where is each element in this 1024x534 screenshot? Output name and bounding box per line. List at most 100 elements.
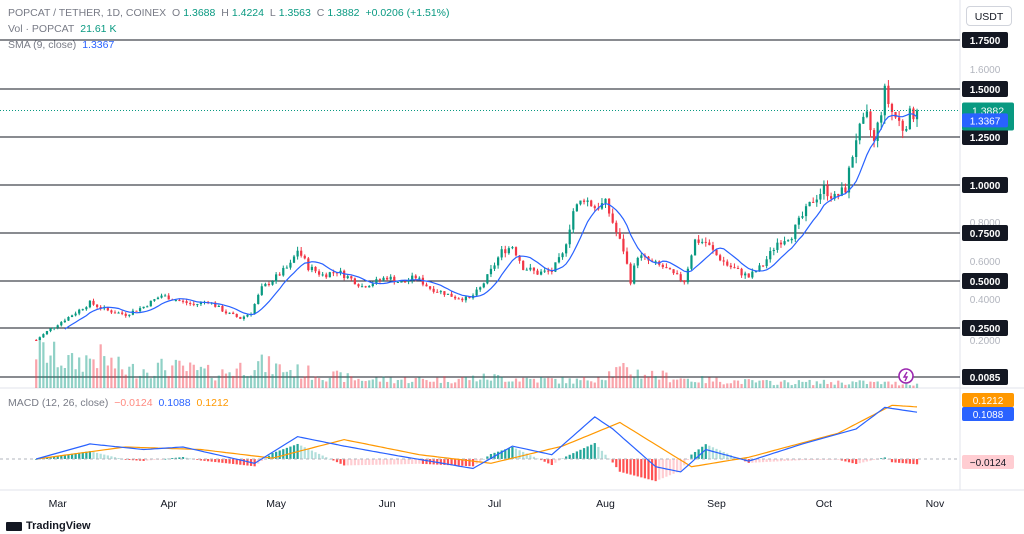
macd-legend[interactable]: MACD (12, 26, close) −0.0124 0.1088 0.12…: [8, 397, 232, 409]
volume-bar: [414, 377, 417, 388]
macd-histogram-bar: [178, 457, 181, 459]
candle-body: [214, 302, 217, 307]
candle-body: [779, 242, 783, 245]
volume-bar: [421, 378, 425, 388]
price-axis-label: 1.6000: [970, 65, 1001, 76]
candle-body: [350, 276, 353, 279]
candle-body: [53, 327, 56, 329]
macd-histogram-bar: [715, 448, 718, 459]
volume-bar: [876, 381, 879, 388]
volume-bar: [819, 383, 822, 388]
macd-histogram-bar: [386, 459, 389, 465]
macd-histogram-bar: [199, 459, 203, 461]
volume-bar: [38, 336, 41, 388]
currency-button[interactable]: USDT: [966, 6, 1012, 26]
macd-histogram-bar: [210, 459, 213, 462]
macd-histogram-bar: [343, 459, 346, 466]
candle-body: [887, 85, 890, 105]
volume-bar: [475, 381, 478, 388]
macd-histogram-bar: [812, 459, 815, 460]
volume-bar: [668, 382, 672, 388]
volume-bar: [192, 364, 195, 388]
volume-bar: [110, 357, 113, 388]
candle-body: [121, 312, 124, 314]
macd-histogram-bar: [862, 459, 865, 463]
macd-histogram-bar: [693, 451, 697, 459]
macd-histogram-bar: [70, 453, 74, 459]
volume-bar: [500, 376, 503, 388]
volume-bar: [260, 354, 263, 388]
volume-bar: [815, 381, 818, 388]
volume-bar: [249, 375, 253, 388]
macd-histogram-bar: [532, 456, 536, 459]
symbol-title[interactable]: POPCAT / TETHER, 1D, COINEX: [8, 7, 167, 19]
macd-histogram-bar: [378, 459, 382, 465]
macd-histogram-bar: [300, 445, 303, 459]
macd-histogram-bar: [819, 459, 822, 460]
macd-histogram-bar: [106, 455, 109, 459]
sma-value: 1.3367: [82, 39, 115, 51]
volume-bar: [622, 362, 625, 388]
macd-histogram-bar: [880, 458, 883, 460]
volume-bar: [174, 359, 177, 388]
macd-histogram-bar: [797, 459, 800, 461]
level-price-tag: [962, 320, 1008, 336]
sma-legend[interactable]: SMA (9, close) 1.3367: [8, 39, 117, 51]
macd-histogram-bar: [146, 459, 149, 461]
macd-histogram-bar: [224, 459, 228, 464]
macd-histogram-bar: [171, 458, 174, 459]
candle-body: [844, 187, 847, 193]
volume-bar: [489, 380, 493, 388]
volume-legend[interactable]: Vol · POPCAT 21.61 K: [8, 23, 119, 35]
macd-histogram-bar: [554, 459, 557, 463]
volume-bar: [99, 344, 102, 388]
replay-icon[interactable]: [898, 368, 914, 384]
volume-bar: [296, 364, 299, 388]
candle-body: [794, 224, 797, 239]
volume-bar: [70, 353, 74, 388]
candle-body: [586, 200, 589, 202]
macd-histogram-bar: [754, 459, 758, 463]
volume-bar: [232, 375, 235, 388]
candle-body: [275, 274, 278, 282]
candle-body: [246, 314, 249, 317]
tradingview-logo[interactable]: TradingView: [6, 520, 91, 532]
candle-body: [289, 262, 292, 268]
macd-histogram-bar: [711, 447, 715, 459]
volume-bar: [636, 369, 639, 388]
candle-body: [446, 293, 450, 295]
volume-bar: [224, 373, 228, 388]
macd-histogram-bar: [443, 459, 446, 465]
macd-histogram-bar: [314, 452, 317, 459]
candle-body: [676, 273, 679, 275]
level-price-tag: [962, 32, 1008, 48]
macd-histogram-bar: [708, 445, 711, 459]
volume-bar: [156, 362, 160, 388]
volume-bar: [565, 383, 568, 388]
level-price-tag-text: 0.2500: [970, 324, 1001, 335]
volume-bar: [679, 378, 682, 388]
volume-bar: [278, 364, 281, 388]
candle-body: [769, 251, 772, 260]
macd-histogram-bar: [228, 459, 231, 464]
candle-body: [146, 306, 149, 308]
level-price-tag-text: 0.5000: [970, 277, 1001, 288]
volume-bar: [81, 371, 84, 388]
volume-bar: [131, 363, 135, 388]
sma-price-tag: [962, 113, 1008, 128]
macd-histogram-bar: [282, 449, 285, 459]
volume-bar: [822, 379, 826, 388]
macd-histogram-bar: [590, 444, 593, 459]
macd-histogram-bar: [615, 459, 618, 468]
candle-body: [539, 271, 543, 275]
macd-histogram-bar: [117, 458, 120, 459]
candle-body: [872, 130, 876, 141]
macd-histogram-bar: [321, 455, 324, 459]
macd-histogram-bar: [636, 459, 639, 477]
macd-histogram-bar: [74, 453, 77, 459]
candle-body: [436, 291, 439, 293]
macd-histogram-bar: [568, 454, 571, 459]
candle-body: [790, 238, 793, 241]
volume-bar: [411, 381, 414, 388]
